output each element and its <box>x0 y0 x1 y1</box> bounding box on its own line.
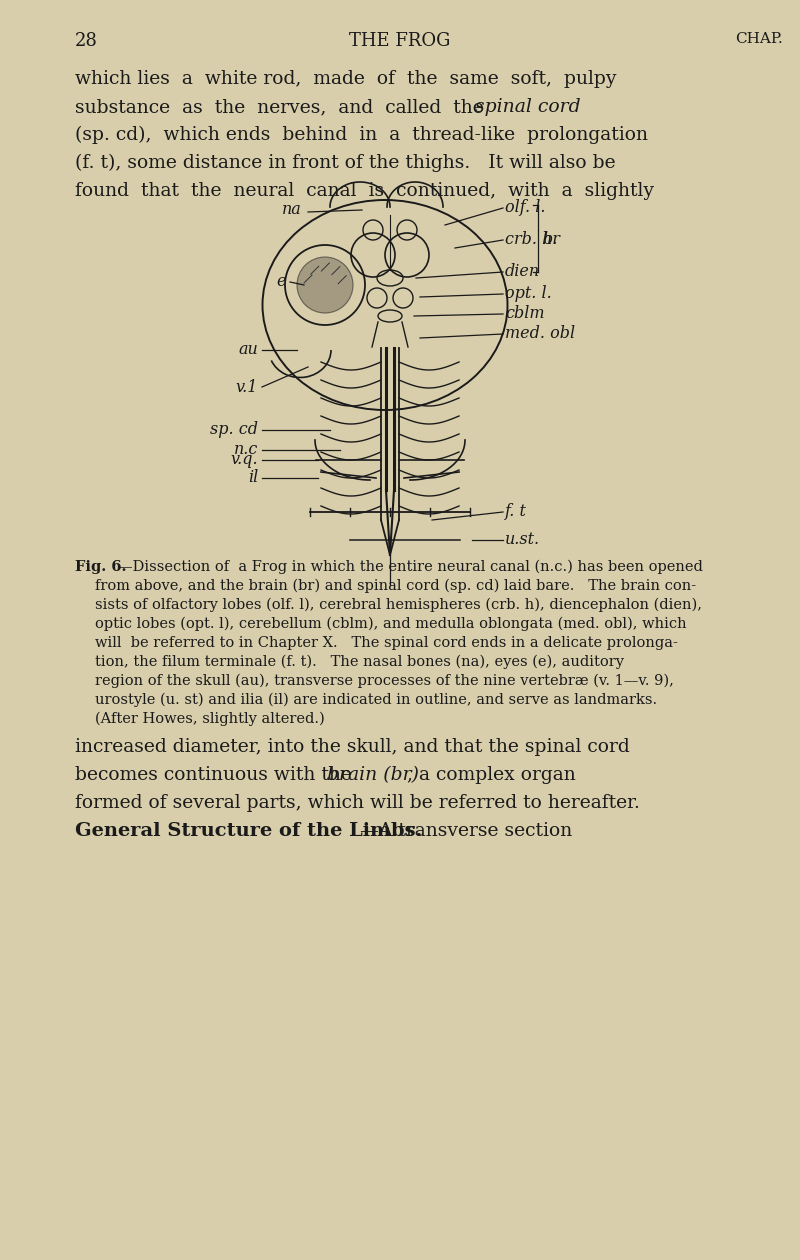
Text: olf. l.: olf. l. <box>505 199 546 217</box>
Text: THE FROG: THE FROG <box>350 32 450 50</box>
Text: opt. l.: opt. l. <box>505 286 552 302</box>
Text: (f. t), some distance in front of the thighs.   It will also be: (f. t), some distance in front of the th… <box>75 154 616 173</box>
Text: med. obl: med. obl <box>505 325 575 343</box>
Text: which lies  a  white rod,  made  of  the  same  soft,  pulpy: which lies a white rod, made of the same… <box>75 71 617 88</box>
Text: formed of several parts, which will be referred to hereafter.: formed of several parts, which will be r… <box>75 794 640 811</box>
Text: v.q.: v.q. <box>230 451 258 469</box>
Text: f. t: f. t <box>505 504 527 520</box>
Circle shape <box>297 257 353 312</box>
Text: 28: 28 <box>75 32 98 50</box>
Text: dien: dien <box>505 263 540 281</box>
Text: substance  as  the  nerves,  and  called  the: substance as the nerves, and called the <box>75 98 490 116</box>
Text: crb. h.: crb. h. <box>505 232 558 248</box>
Text: —Dissection of  a Frog in which the entire neural canal (n.c.) has been opened: —Dissection of a Frog in which the entir… <box>118 559 703 575</box>
Text: v.1: v.1 <box>236 378 258 396</box>
Text: e: e <box>277 273 286 291</box>
Text: u.st.: u.st. <box>505 532 540 548</box>
Text: br: br <box>542 232 560 248</box>
Text: will  be referred to in Chapter X.   The spinal cord ends in a delicate prolonga: will be referred to in Chapter X. The sp… <box>95 636 678 650</box>
Text: (After Howes, slightly altered.): (After Howes, slightly altered.) <box>95 712 325 727</box>
Text: cblm: cblm <box>505 305 545 323</box>
Text: brain (br): brain (br) <box>327 766 419 784</box>
Text: sp. cd: sp. cd <box>210 422 258 438</box>
Text: CHAP.: CHAP. <box>735 32 782 47</box>
Text: na: na <box>282 202 302 218</box>
Text: tion, the filum terminale (f. t).   The nasal bones (na), eyes (e), auditory: tion, the filum terminale (f. t). The na… <box>95 655 624 669</box>
Text: General Structure of the Limbs.: General Structure of the Limbs. <box>75 822 422 840</box>
Text: becomes continuous with the: becomes continuous with the <box>75 766 358 784</box>
Text: region of the skull (au), transverse processes of the nine vertebræ (v. 1—v. 9),: region of the skull (au), transverse pro… <box>95 674 674 688</box>
Text: urostyle (u. st) and ilia (il) are indicated in outline, and serve as landmarks.: urostyle (u. st) and ilia (il) are indic… <box>95 693 657 707</box>
Text: n.c: n.c <box>234 441 258 459</box>
Text: Fig. 6.: Fig. 6. <box>75 559 126 575</box>
Text: spinal cord: spinal cord <box>475 98 581 116</box>
Text: au: au <box>238 341 258 359</box>
Text: , a complex organ: , a complex organ <box>407 766 576 784</box>
Text: (sp. cd),  which ends  behind  in  a  thread-like  prolongation: (sp. cd), which ends behind in a thread-… <box>75 126 648 144</box>
Text: found  that  the  neural  canal  is  continued,  with  a  slightly: found that the neural canal is continued… <box>75 181 654 200</box>
Text: il: il <box>248 470 258 486</box>
Text: optic lobes (opt. l), cerebellum (cblm), and medulla oblongata (med. obl), which: optic lobes (opt. l), cerebellum (cblm),… <box>95 617 686 631</box>
Text: increased diameter, into the skull, and that the spinal cord: increased diameter, into the skull, and … <box>75 738 630 756</box>
Text: sists of olfactory lobes (olf. l), cerebral hemispheres (crb. h), diencephalon (: sists of olfactory lobes (olf. l), cereb… <box>95 598 702 612</box>
Text: from above, and the brain (br) and spinal cord (sp. cd) laid bare.   The brain c: from above, and the brain (br) and spina… <box>95 580 696 593</box>
Text: —A transverse section: —A transverse section <box>360 822 572 840</box>
